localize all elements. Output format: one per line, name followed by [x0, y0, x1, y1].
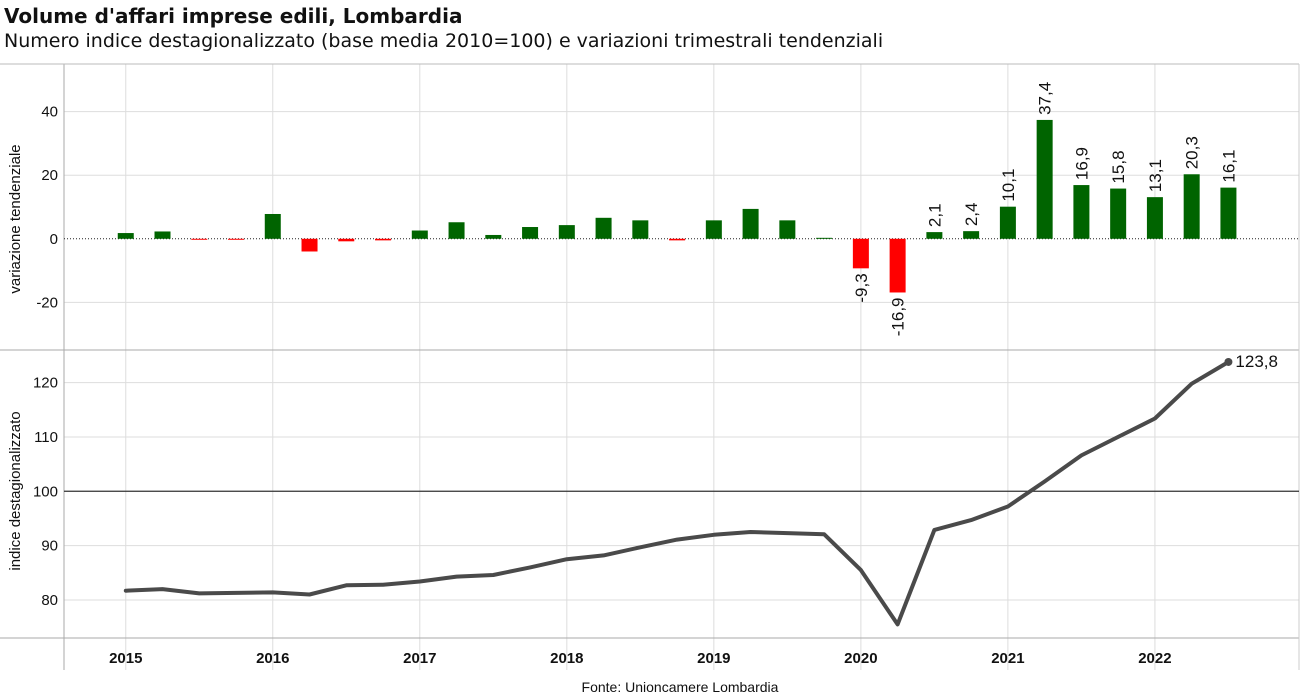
index-series-line[interactable] [123, 360, 1231, 627]
y-axis-title: indice destagionalizzato [7, 411, 24, 570]
bar-data-label: 20,3 [1183, 136, 1202, 169]
x-tick-label: 2016 [256, 650, 289, 667]
x-tick-label: 2018 [550, 650, 583, 667]
bar[interactable] [926, 232, 943, 239]
x-tick-label: 2020 [844, 650, 877, 667]
bar[interactable] [632, 220, 649, 239]
bar-data-label: 13,1 [1146, 159, 1165, 192]
chart-title: Volume d'affari imprese edili, Lombardia [4, 4, 463, 28]
y-tick-label: 90 [41, 538, 58, 555]
bar[interactable] [742, 208, 759, 239]
bar[interactable] [117, 233, 134, 239]
y-tick-label: 100 [33, 483, 58, 500]
y-tick-label: 0 [50, 231, 58, 248]
bar[interactable] [154, 231, 171, 239]
bar[interactable] [1073, 185, 1090, 239]
chart-subtitle: Numero indice destagionalizzato (base me… [4, 30, 884, 52]
y-tick-label: -20 [36, 294, 58, 311]
y-tick-label: 110 [34, 429, 58, 446]
bar[interactable] [264, 213, 281, 239]
bar[interactable] [228, 238, 245, 240]
bar[interactable] [852, 238, 869, 269]
bar[interactable] [448, 222, 465, 239]
bar-data-label: -16,9 [889, 297, 908, 336]
y-axis-title: variazione tendenziale [7, 144, 24, 293]
end-value-label: 123,8 [1235, 352, 1278, 371]
y-tick-label: 80 [41, 592, 58, 609]
bar-data-label: 2,4 [962, 203, 981, 227]
bar[interactable] [338, 238, 355, 242]
bar[interactable] [375, 238, 392, 241]
bar-data-label: 15,8 [1109, 150, 1128, 183]
bar[interactable] [1220, 187, 1237, 239]
bar[interactable] [595, 217, 612, 239]
x-tick-label: 2021 [991, 650, 1024, 667]
bar[interactable] [485, 234, 502, 239]
chart-frame [0, 63, 1300, 670]
line-panel: 120 110 100 90 80 indice destagionalizzato 123… [7, 352, 1299, 627]
bar[interactable] [411, 230, 428, 239]
x-tick-label: 2015 [109, 650, 142, 667]
bar-panel: 40 20 0 -20 variazione tendenziale -9,3 -16,9 2… [7, 82, 1299, 336]
y-tick-label: 120 [33, 375, 58, 392]
bar[interactable] [301, 238, 318, 252]
bar[interactable] [1183, 174, 1200, 239]
bar-data-label: 16,9 [1072, 147, 1091, 180]
bar-data-label: 10,1 [999, 169, 1018, 202]
bar[interactable] [1036, 119, 1053, 239]
bar[interactable] [1146, 197, 1163, 239]
bar[interactable] [999, 206, 1016, 239]
source-note: Fonte: Unioncamere Lombardia [582, 679, 779, 695]
bar[interactable] [669, 238, 686, 241]
y-tick-label: 40 [41, 104, 58, 121]
bar-data-label: -9,3 [852, 273, 871, 302]
end-point-marker[interactable] [1224, 357, 1233, 366]
bar[interactable] [191, 238, 208, 240]
bar[interactable] [522, 227, 539, 239]
y-tick-label: 20 [41, 167, 58, 184]
x-tick-label: 2019 [697, 650, 730, 667]
x-axis: 2015 2016 2017 2018 2019 2020 2021 2022 [109, 650, 1172, 667]
bar[interactable] [558, 225, 575, 239]
bar[interactable] [1110, 188, 1127, 239]
bar[interactable] [816, 237, 833, 239]
x-tick-label: 2022 [1138, 650, 1171, 667]
bar[interactable] [889, 238, 906, 293]
bar-data-label: 2,1 [925, 203, 944, 227]
bar-data-label: 37,4 [1036, 82, 1055, 115]
bar-data-label: 16,1 [1219, 150, 1238, 183]
bar[interactable] [963, 231, 980, 239]
x-tick-label: 2017 [403, 650, 436, 667]
bar[interactable] [705, 220, 722, 239]
bar[interactable] [779, 220, 796, 239]
